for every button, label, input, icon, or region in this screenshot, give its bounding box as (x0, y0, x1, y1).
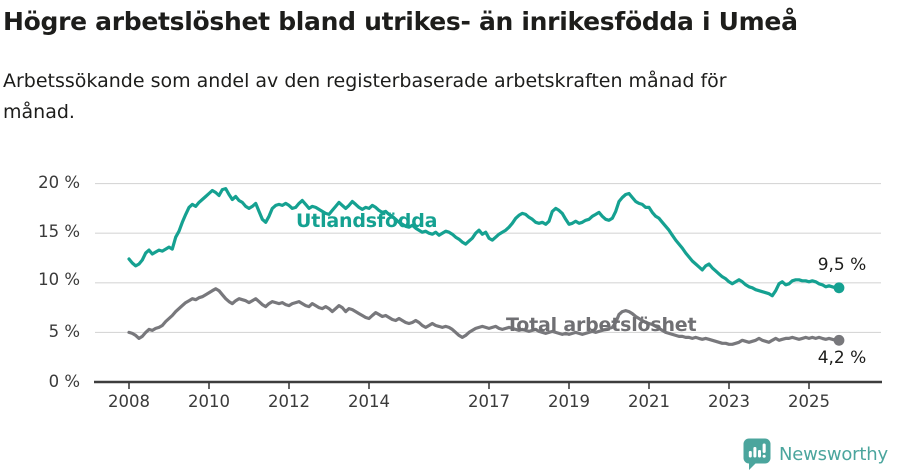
end-dot-utlandsf-dda (833, 282, 845, 294)
x-axis-label-2008: 2008 (108, 392, 150, 411)
y-axis-label-0: 0 % (48, 372, 80, 391)
x-axis-label-2023: 2023 (708, 392, 750, 411)
end-dot-total-arbetsl-shet (833, 334, 845, 346)
y-axis-label-15: 15 % (38, 222, 80, 241)
x-axis-label-2012: 2012 (268, 392, 310, 411)
x-axis-label-2019: 2019 (548, 392, 590, 411)
brand-name: Newsworthy (779, 443, 888, 465)
y-axis-label-10: 10 % (38, 270, 80, 289)
bar-chart-speech-bubble-icon (743, 438, 771, 470)
page-title: Högre arbetslöshet bland utrikes- än inr… (3, 7, 798, 36)
x-axis-label-2025: 2025 (788, 392, 830, 411)
end-value-label-utlandsfodda: 9,5 % (817, 255, 867, 275)
y-axis-label-20: 20 % (38, 173, 80, 192)
series-label-utlandsfodda: Utlandsfödda (296, 210, 438, 232)
y-axis-label-5: 5 % (48, 322, 80, 341)
series-label-total-arbetsloshet: Total arbetslöshet (506, 314, 697, 336)
series-line-utlandsf-dda (127, 187, 841, 298)
end-value-label-total: 4,2 % (817, 348, 867, 368)
series-line-total-arbetsl-shet (127, 287, 841, 346)
x-axis-label-2010: 2010 (188, 392, 230, 411)
chart-subtitle: Arbetssökande som andel av den registerb… (3, 70, 727, 123)
x-axis-label-2021: 2021 (628, 392, 670, 411)
newsworthy-logo-link[interactable]: Newsworthy (742, 437, 888, 471)
x-axis-label-2017: 2017 (468, 392, 510, 411)
x-axis-label-2014: 2014 (348, 392, 390, 411)
